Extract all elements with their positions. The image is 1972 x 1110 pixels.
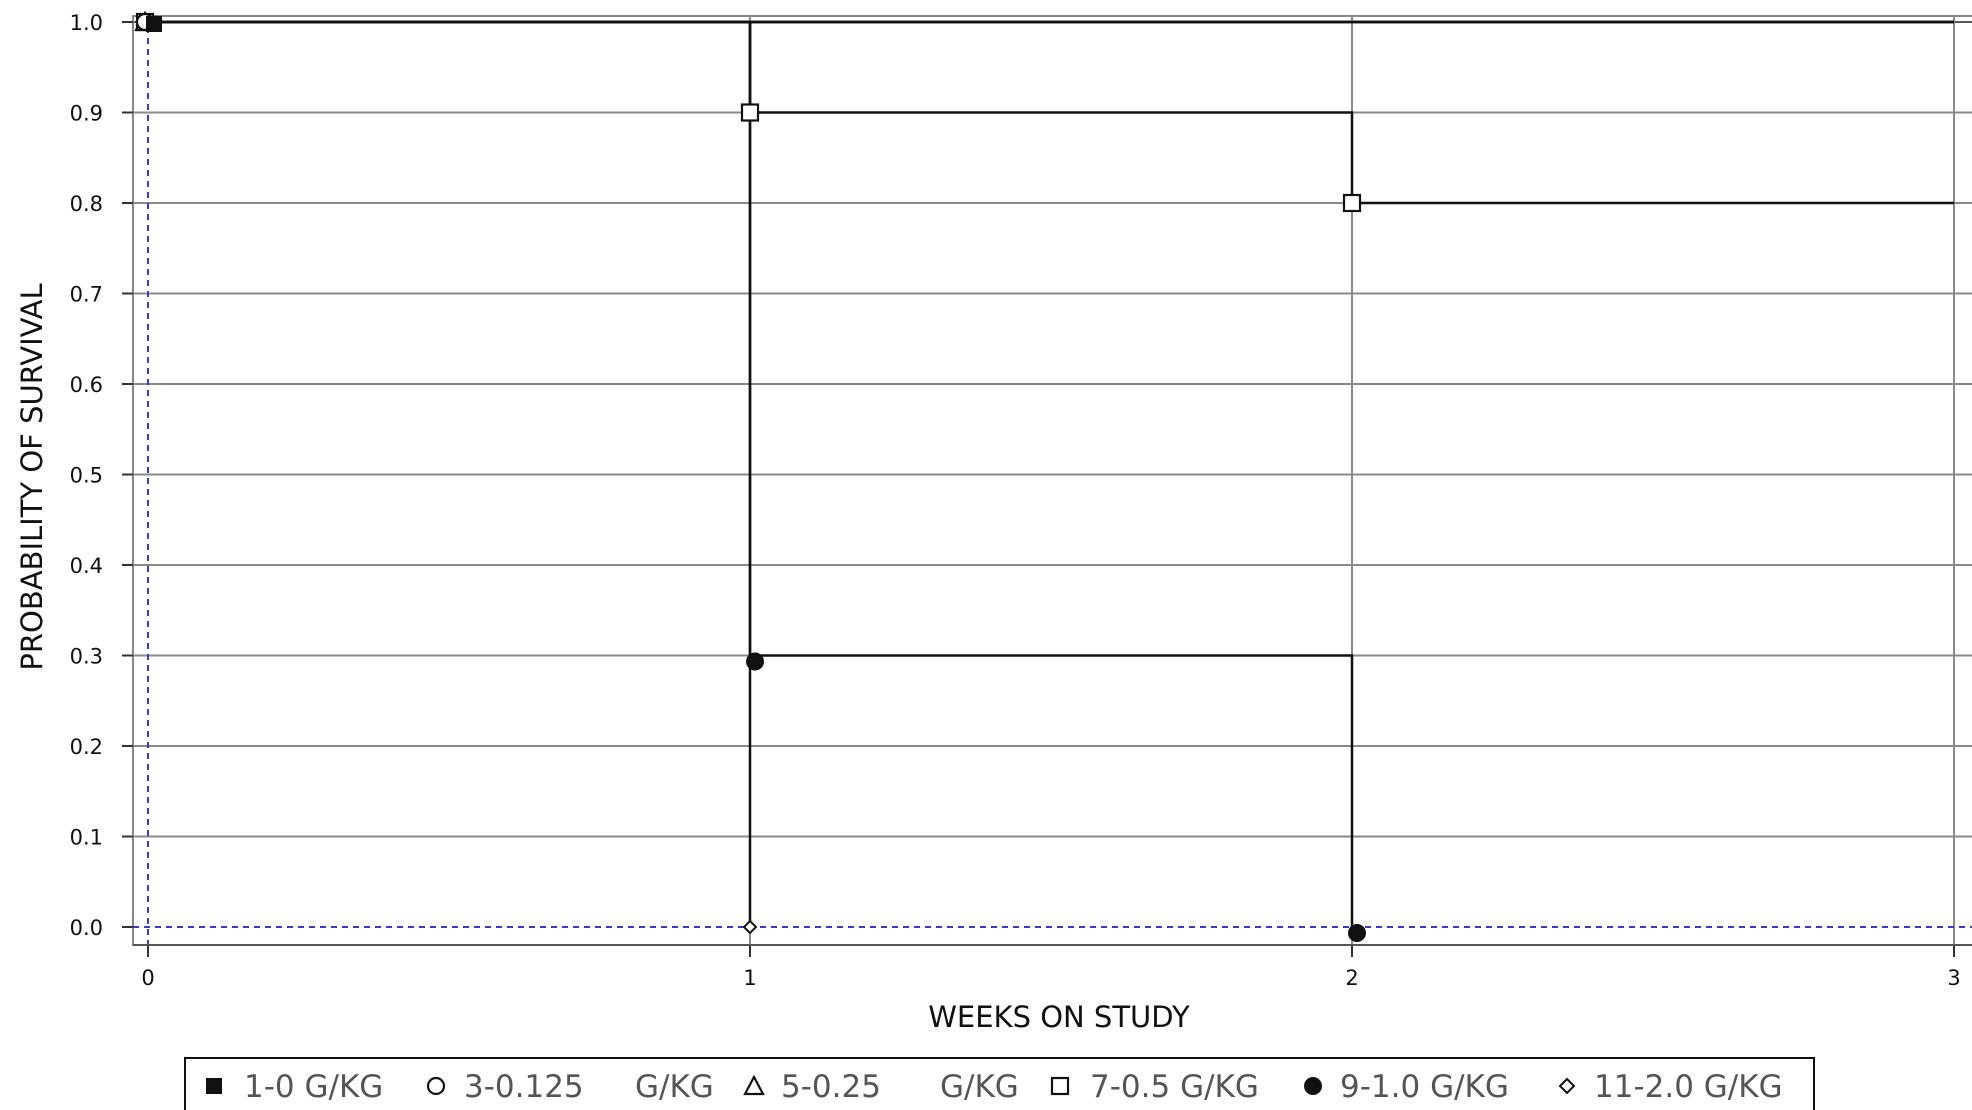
legend-marker-5 <box>1558 1077 1576 1095</box>
y-tick-label: 0.9 <box>70 102 103 126</box>
y-tick-label: 0.2 <box>70 735 103 759</box>
y-tick-label: 0.8 <box>70 192 103 216</box>
plot-frame <box>132 15 1972 946</box>
legend-item-4: 9-1.0 G/KG <box>1304 1069 1509 1105</box>
y-tick-label: 1.0 <box>70 11 103 35</box>
y-tick-label: 0.5 <box>70 464 103 488</box>
legend-label-5: 11-2.0 G/KG <box>1594 1069 1783 1105</box>
legend-label-3: 7-0.5 G/KG <box>1090 1069 1259 1105</box>
baseline-lines <box>133 16 1972 945</box>
x-tick-label: 2 <box>1345 966 1358 990</box>
legend-item-1: 3-0.125 G/KG <box>426 1069 714 1105</box>
x-tick-label: 0 <box>141 966 154 990</box>
legend-label-1: 3-0.125 <box>464 1069 584 1105</box>
y-tick-label: 0.7 <box>70 283 103 307</box>
legend-unit-1: G/KG <box>635 1069 714 1105</box>
data-point-s4-2 <box>1348 924 1366 942</box>
legend-box <box>184 1057 1815 1110</box>
legend-unit-2: G/KG <box>940 1069 1019 1105</box>
data-point-s0-0 <box>146 16 162 32</box>
series-markers <box>134 10 1366 942</box>
legend-item-5: 11-2.0 G/KG <box>1558 1069 1783 1105</box>
grid <box>133 16 1972 945</box>
y-tick-label: 0.1 <box>70 826 103 850</box>
y-axis-title: PROBABILITY OF SURVIVAL <box>15 283 49 670</box>
data-point-s4-1 <box>746 652 764 671</box>
legend-label-2: 5-0.25 <box>781 1069 881 1105</box>
data-point-s3-2 <box>1342 193 1362 213</box>
x-tick-label: 3 <box>1947 966 1960 990</box>
y-tick-label: 0.6 <box>70 373 103 397</box>
series-lines <box>148 20 1954 927</box>
x-axis-ticks: 0 1 2 3 <box>133 944 1972 990</box>
legend-marker-3 <box>1050 1076 1070 1096</box>
y-tick-label: 0.0 <box>70 916 103 940</box>
legend-marker-0 <box>206 1078 222 1094</box>
legend-item-3: 7-0.5 G/KG <box>1050 1069 1259 1105</box>
legend-marker-4 <box>1304 1077 1322 1095</box>
y-axis-ticks: 0.0 0.1 0.2 0.3 0.4 0.5 0.6 0.7 0.8 0.9 1.0 <box>70 11 133 940</box>
y-tick-label: 0.4 <box>70 554 103 578</box>
x-axis-title: WEEKS ON STUDY <box>928 1000 1190 1034</box>
data-point-s3-1 <box>740 103 760 122</box>
legend-item-2: 5-0.25 G/KG <box>743 1069 1019 1105</box>
y-tick-label: 0.3 <box>70 645 103 669</box>
data-point-s5-1 <box>742 919 758 935</box>
x-tick-label: 1 <box>743 966 756 990</box>
series-line-5 <box>148 20 752 927</box>
legend-label-4: 9-1.0 G/KG <box>1340 1069 1509 1105</box>
legend: 1-0 G/KG 3-0.125 G/KG 5-0.25 G/KG 7-0.5 G/KG 9… <box>206 1069 1783 1105</box>
legend-item-0: 1-0 G/KG <box>206 1069 383 1105</box>
legend-label-0: 1-0 G/KG <box>244 1069 383 1105</box>
legend-marker-1 <box>426 1076 446 1096</box>
legend-marker-2 <box>743 1074 765 1096</box>
